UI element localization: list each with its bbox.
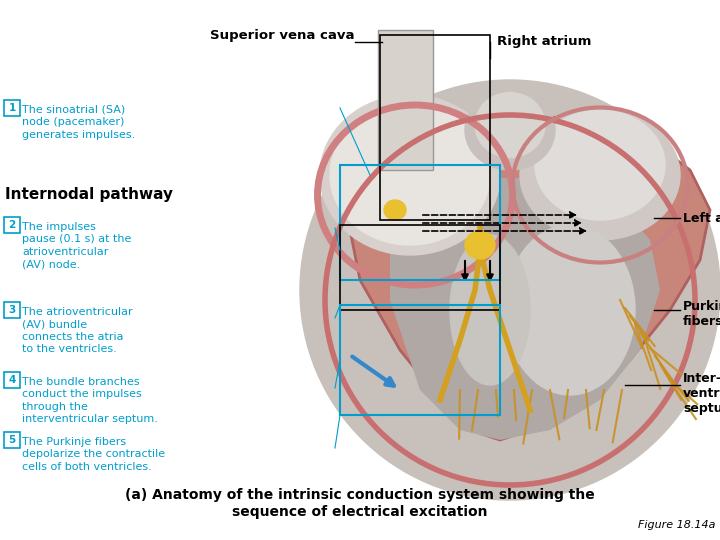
Bar	[378, 30, 433, 170]
Text: (a) Anatomy of the intrinsic conduction system showing the: (a) Anatomy of the intrinsic conduction …	[125, 488, 595, 502]
Bar	[340, 305, 500, 415]
Bar	[340, 165, 500, 280]
Text: The sinoatrial (SA)
node (pacemaker)
generates impulses.: The sinoatrial (SA) node (pacemaker) gen…	[22, 105, 135, 140]
Ellipse shape	[465, 231, 495, 259]
FancyBboxPatch shape	[4, 372, 20, 388]
FancyBboxPatch shape	[4, 432, 20, 448]
Bar	[380, 35, 490, 220]
Text: 2: 2	[9, 220, 16, 230]
Text: Purkinje
fibers: Purkinje fibers	[683, 300, 720, 328]
Ellipse shape	[475, 92, 545, 158]
Ellipse shape	[465, 90, 555, 170]
Text: 4: 4	[9, 375, 16, 385]
Text: The bundle branches
conduct the impulses
through the
interventricular septum.: The bundle branches conduct the impulses…	[22, 377, 158, 424]
Ellipse shape	[384, 200, 406, 220]
FancyBboxPatch shape	[4, 302, 20, 318]
Ellipse shape	[320, 95, 500, 255]
Text: 3: 3	[9, 305, 16, 315]
Ellipse shape	[535, 110, 665, 220]
FancyBboxPatch shape	[4, 217, 20, 233]
Text: The impulses
pause (0.1 s) at the
atrioventricular
(AV) node.: The impulses pause (0.1 s) at the atriov…	[22, 222, 131, 269]
Ellipse shape	[450, 235, 530, 385]
Polygon shape	[390, 178, 660, 440]
Text: Superior vena cava: Superior vena cava	[210, 29, 355, 42]
Text: The atrioventricular
(AV) bundle
connects the atria
to the ventricles.: The atrioventricular (AV) bundle connect…	[22, 307, 132, 354]
Text: sequence of electrical excitation: sequence of electrical excitation	[233, 505, 487, 519]
Text: Inter-
ventricular
septum: Inter- ventricular septum	[683, 372, 720, 415]
Ellipse shape	[505, 225, 635, 395]
Text: The Purkinje fibers
depolarize the contractile
cells of both ventricles.: The Purkinje fibers depolarize the contr…	[22, 437, 165, 472]
Text: 5: 5	[9, 435, 16, 445]
Polygon shape	[340, 115, 710, 440]
Text: Internodal pathway: Internodal pathway	[5, 187, 173, 202]
Bar	[340, 225, 500, 310]
FancyBboxPatch shape	[4, 100, 20, 116]
Ellipse shape	[330, 105, 490, 245]
Text: Right atrium: Right atrium	[497, 36, 591, 49]
Text: Left atrium: Left atrium	[683, 212, 720, 225]
Text: 1: 1	[9, 103, 16, 113]
Ellipse shape	[520, 110, 680, 240]
Text: Figure 18.14a: Figure 18.14a	[637, 520, 715, 530]
Ellipse shape	[300, 80, 720, 500]
